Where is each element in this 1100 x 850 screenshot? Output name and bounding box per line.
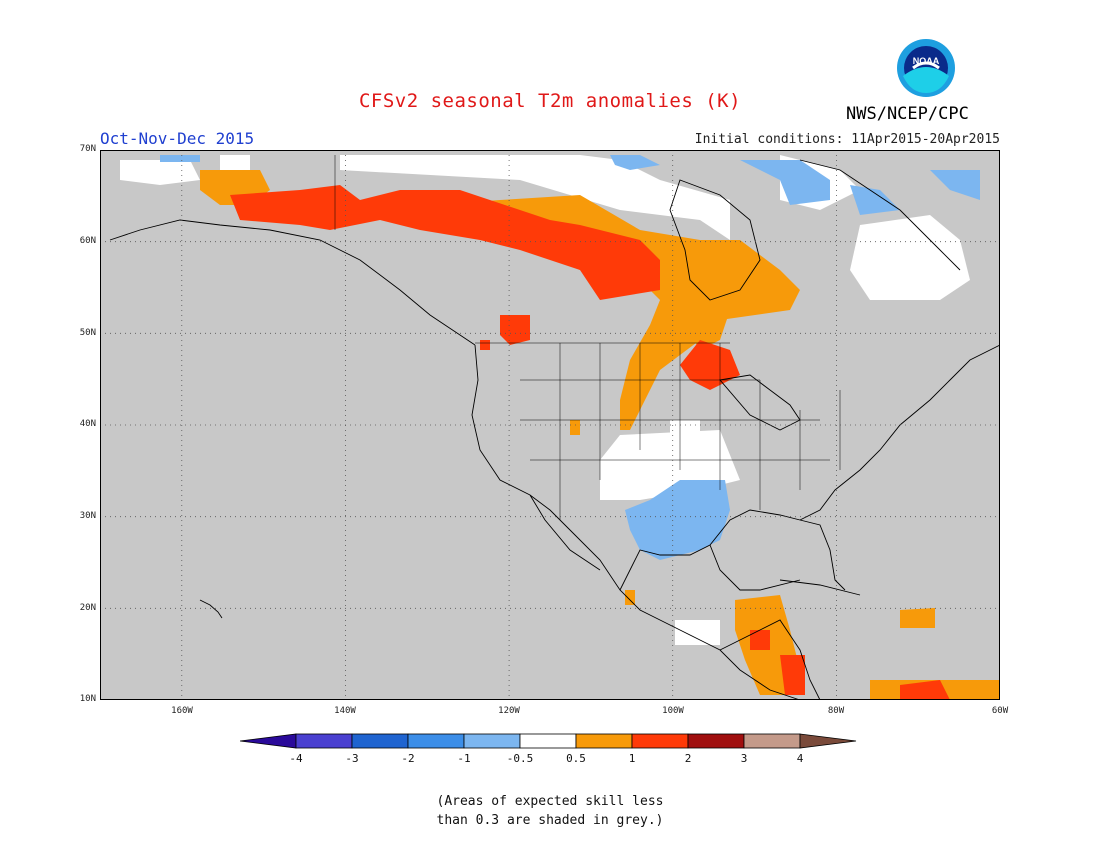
- colorbar-segment: [295, 733, 353, 749]
- colorbar-tick-label: 1: [628, 752, 636, 765]
- colorbar-segment: [407, 733, 465, 749]
- colorbar-tick-label: -4: [289, 752, 303, 765]
- lat-label-70n: 70N: [79, 144, 96, 154]
- colorbar-tick-label: -3: [345, 752, 359, 765]
- anomaly-map: [100, 150, 1000, 700]
- skill-note-line-2: than 0.3 are shaded in grey.): [436, 813, 664, 828]
- colorbar-tick-label: -0.5: [506, 752, 534, 765]
- colorbar: [240, 733, 857, 749]
- lat-label-40n: 40N: [79, 419, 96, 429]
- lon-label-100w: 100W: [662, 706, 684, 716]
- chart-title: CFSv2 seasonal T2m anomalies (K): [358, 90, 742, 112]
- cold-anomaly-areas: [160, 155, 980, 560]
- lon-label-80w: 80W: [827, 706, 845, 716]
- lat-label-50n: 50N: [79, 328, 96, 338]
- colorbar-arrow-low: [240, 733, 297, 749]
- lat-label-20n: 20N: [79, 603, 96, 613]
- colorbar-segment: [687, 733, 745, 749]
- colorbar-segment: [631, 733, 689, 749]
- lat-label-10n: 10N: [79, 694, 96, 704]
- season-label: Oct-Nov-Dec 2015: [100, 129, 255, 148]
- colorbar-segment: [519, 733, 577, 749]
- colorbar-tick-label: -2: [401, 752, 415, 765]
- map-frame: [100, 150, 1000, 700]
- lon-label-120w: 120W: [498, 706, 520, 716]
- colorbar-tick-label: -1: [457, 752, 471, 765]
- political-borders: [334, 155, 841, 520]
- colorbar-segment: [351, 733, 409, 749]
- lon-label-60w: 60W: [991, 706, 1009, 716]
- colorbar-segment: [463, 733, 521, 749]
- colorbar-arrow-high: [799, 733, 857, 749]
- colorbar-segment: [575, 733, 633, 749]
- lon-label-160w: 160W: [171, 706, 193, 716]
- organization-label: NWS/NCEP/CPC: [846, 104, 969, 124]
- colorbar-tick-label: 4: [796, 752, 804, 765]
- initial-conditions-label: Initial conditions: 11Apr2015-20Apr2015: [694, 132, 1000, 147]
- colorbar-tick-label: 2: [684, 752, 692, 765]
- latitude-gridlines: [100, 241, 1000, 609]
- colorbar-segment: [743, 733, 801, 749]
- noaa-logo: NOAA: [893, 38, 959, 102]
- logo-text: NOAA: [913, 56, 940, 66]
- colorbar-tick-label: 0.5: [566, 752, 586, 765]
- lat-label-60n: 60N: [79, 236, 96, 246]
- skill-note-line-1: (Areas of expected skill less: [436, 794, 664, 809]
- lat-label-30n: 30N: [79, 511, 96, 521]
- colorbar-tick-label: 3: [740, 752, 748, 765]
- coastlines: [109, 159, 1000, 700]
- lon-label-140w: 140W: [334, 706, 356, 716]
- longitude-gridlines: [181, 150, 837, 700]
- warm-anomaly-areas-red: [230, 185, 950, 700]
